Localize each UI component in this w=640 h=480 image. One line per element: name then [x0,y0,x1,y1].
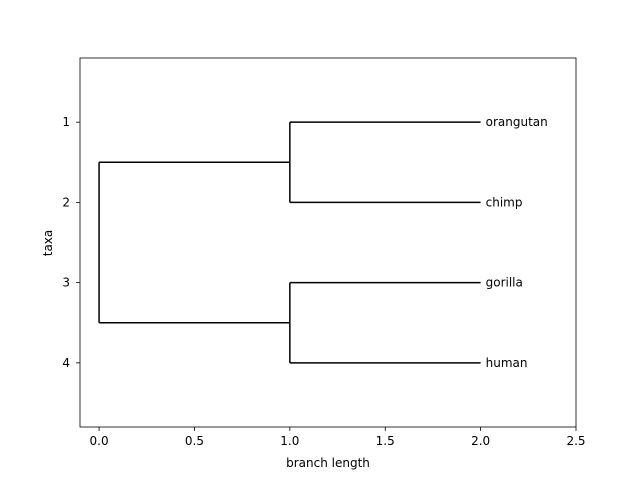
leaf-labels: orangutan chimp gorilla human [486,115,548,370]
leaf-label-human: human [486,356,528,370]
y-tick-label: 4 [62,356,70,370]
x-axis-label: branch length [286,456,370,470]
y-axis-label: taxa [41,230,55,257]
x-tick-label: 0.5 [185,434,204,448]
tree-branches [98,121,481,364]
y-tick-label: 2 [62,195,70,209]
leaf-label-chimp: chimp [486,195,523,209]
x-axis: 0.0 0.5 1.0 1.5 2.0 2.5 [90,427,586,448]
y-tick-label: 1 [62,115,70,129]
y-axis: 1 2 3 4 [62,115,80,370]
plot-frame [79,57,577,428]
x-tick-label: 1.5 [376,434,395,448]
leaf-label-orangutan: orangutan [486,115,548,129]
x-tick-label: 1.0 [280,434,299,448]
x-tick-label: 2.0 [471,434,490,448]
y-tick-label: 3 [62,276,70,290]
leaf-label-gorilla: gorilla [486,276,523,290]
x-tick-label: 0.0 [90,434,109,448]
x-tick-label: 2.5 [566,434,585,448]
